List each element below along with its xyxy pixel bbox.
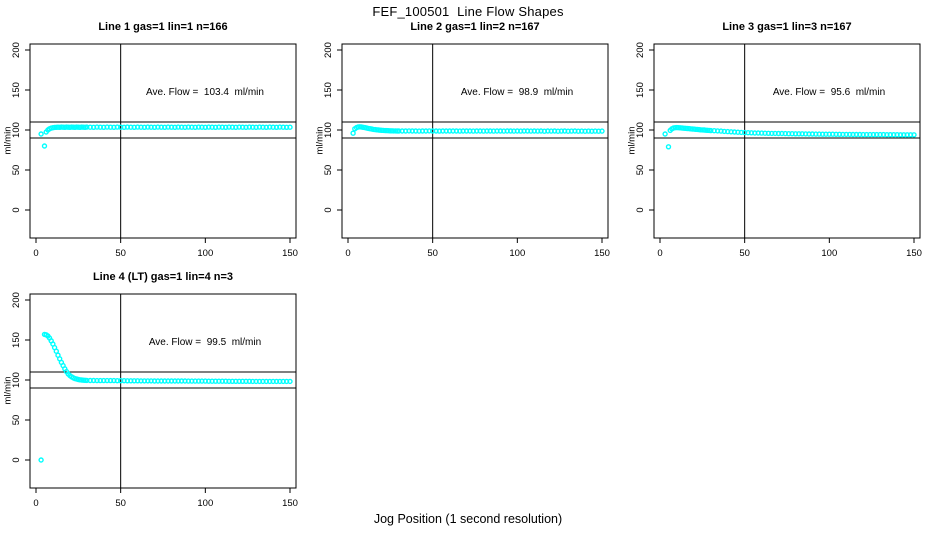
y-tick-label: 150	[11, 332, 22, 348]
x-tick-label: 100	[197, 248, 213, 259]
y-axis-ticks: 0 50 100 150 200	[323, 42, 342, 213]
y-axis-ticks: 0 50 100 150 200	[11, 292, 30, 463]
data-points	[350, 124, 605, 136]
data-point-marker	[662, 131, 668, 137]
y-tick-label: 200	[11, 292, 22, 308]
data-points	[38, 331, 293, 463]
x-tick-label: 100	[197, 498, 213, 509]
y-axis-ticks: 0 50 100 150 200	[635, 42, 654, 213]
y-tick-label: 0	[635, 207, 646, 212]
y-tick-label: 150	[635, 82, 646, 98]
y-tick-label: 150	[323, 82, 334, 98]
x-axis-ticks: 0 50 100 150	[33, 238, 298, 259]
x-axis-label: Jog Position (1 second resolution)	[373, 512, 563, 526]
x-tick-label: 150	[282, 498, 298, 509]
panel-title-line-4: Line 4 (LT) gas=1 lin=4 n=3	[92, 271, 234, 283]
plot-box-and-axes	[341, 43, 609, 239]
ave-flow-annotation-line-1: Ave. Flow = 103.4 ml/min	[146, 87, 264, 98]
plot-box-and-axes	[29, 43, 297, 239]
x-tick-label: 50	[427, 248, 438, 259]
y-tick-label: 200	[11, 42, 22, 58]
y-tick-label: 100	[11, 122, 22, 138]
x-tick-label: 150	[282, 248, 298, 259]
ave-flow-annotation-line-3: Ave. Flow = 95.6 ml/min	[772, 87, 886, 98]
x-tick-label: 50	[739, 248, 750, 259]
panel-title-line-2: Line 2 gas=1 lin=2 n=167	[410, 21, 540, 33]
x-tick-label: 0	[33, 498, 38, 509]
y-tick-label: 100	[635, 122, 646, 138]
data-point-marker	[599, 128, 605, 134]
scatter-plot-line-2: 0 50 100 150 0 50 100 150 200	[323, 42, 610, 259]
data-points	[662, 124, 917, 150]
data-point-marker	[350, 130, 356, 136]
x-axis-ticks: 0 50 100 150	[33, 488, 298, 509]
x-tick-label: 0	[657, 248, 662, 259]
data-point-marker	[870, 131, 877, 138]
x-tick-label: 150	[594, 248, 610, 259]
data-point-marker	[273, 378, 280, 385]
x-tick-label: 50	[115, 248, 126, 259]
scatter-plot-line-4: 0 50 100 150 0 50 100 150 200	[11, 292, 298, 509]
ave-flow-annotation-line-2: Ave. Flow = 98.9 ml/min	[460, 87, 574, 98]
figure-title: FEF_100501 Line Flow Shapes	[372, 4, 564, 19]
x-tick-label: 100	[821, 248, 837, 259]
panel-title-line-3: Line 3 gas=1 lin=3 n=167	[722, 21, 852, 33]
x-tick-label: 50	[115, 498, 126, 509]
x-tick-label: 0	[345, 248, 350, 259]
y-tick-label: 200	[323, 42, 334, 58]
y-tick-label: 50	[635, 165, 646, 176]
data-point-marker	[41, 143, 48, 149]
y-tick-label: 50	[11, 415, 22, 426]
y-tick-label: 150	[11, 82, 22, 98]
data-point-marker	[38, 131, 44, 137]
y-tick-label: 50	[323, 165, 334, 176]
y-tick-label: 0	[323, 207, 334, 212]
data-point-marker	[796, 131, 802, 137]
plot-box-and-axes	[653, 43, 921, 239]
scatter-plot-line-1: 0 50 100 150 0 50 100 150 200	[11, 42, 298, 259]
y-tick-label: 0	[11, 457, 22, 462]
data-point-marker	[665, 144, 672, 150]
y-tick-label: 50	[11, 165, 22, 176]
ave-flow-annotation-line-4: Ave. Flow = 99.5 ml/min	[148, 337, 262, 348]
x-axis-ticks: 0 50 100 150	[657, 238, 922, 259]
panel-line-3: Line 3 gas=1 lin=3 n=167 ml/min Ave. Flo…	[624, 18, 936, 270]
y-tick-label: 100	[323, 122, 334, 138]
panel-line-2: Line 2 gas=1 lin=2 n=167 ml/min Ave. Flo…	[312, 18, 624, 270]
plot-box-and-axes	[29, 293, 297, 489]
panel-line-1: Line 1 gas=1 lin=1 n=166 ml/min Ave. Flo…	[0, 18, 312, 270]
y-tick-label: 0	[11, 207, 22, 212]
x-tick-label: 0	[33, 248, 38, 259]
data-point-marker	[911, 132, 917, 138]
panel-line-4: Line 4 (LT) gas=1 lin=4 n=3 ml/min Ave. …	[0, 268, 312, 520]
y-tick-label: 100	[11, 372, 22, 388]
data-point-marker	[287, 124, 293, 130]
data-point-marker	[38, 457, 44, 463]
scatter-plot-line-3: 0 50 100 150 0 50 100 150 200	[635, 42, 922, 259]
data-points	[38, 124, 293, 149]
data-point-marker	[897, 132, 904, 138]
x-axis-ticks: 0 50 100 150	[345, 238, 610, 259]
panel-title-line-1: Line 1 gas=1 lin=1 n=166	[98, 21, 228, 33]
x-tick-label: 150	[906, 248, 922, 259]
y-axis-ticks: 0 50 100 150 200	[11, 42, 30, 213]
y-tick-label: 200	[635, 42, 646, 58]
x-tick-label: 100	[509, 248, 525, 259]
data-point-marker	[287, 378, 293, 385]
data-point-marker	[195, 378, 202, 384]
